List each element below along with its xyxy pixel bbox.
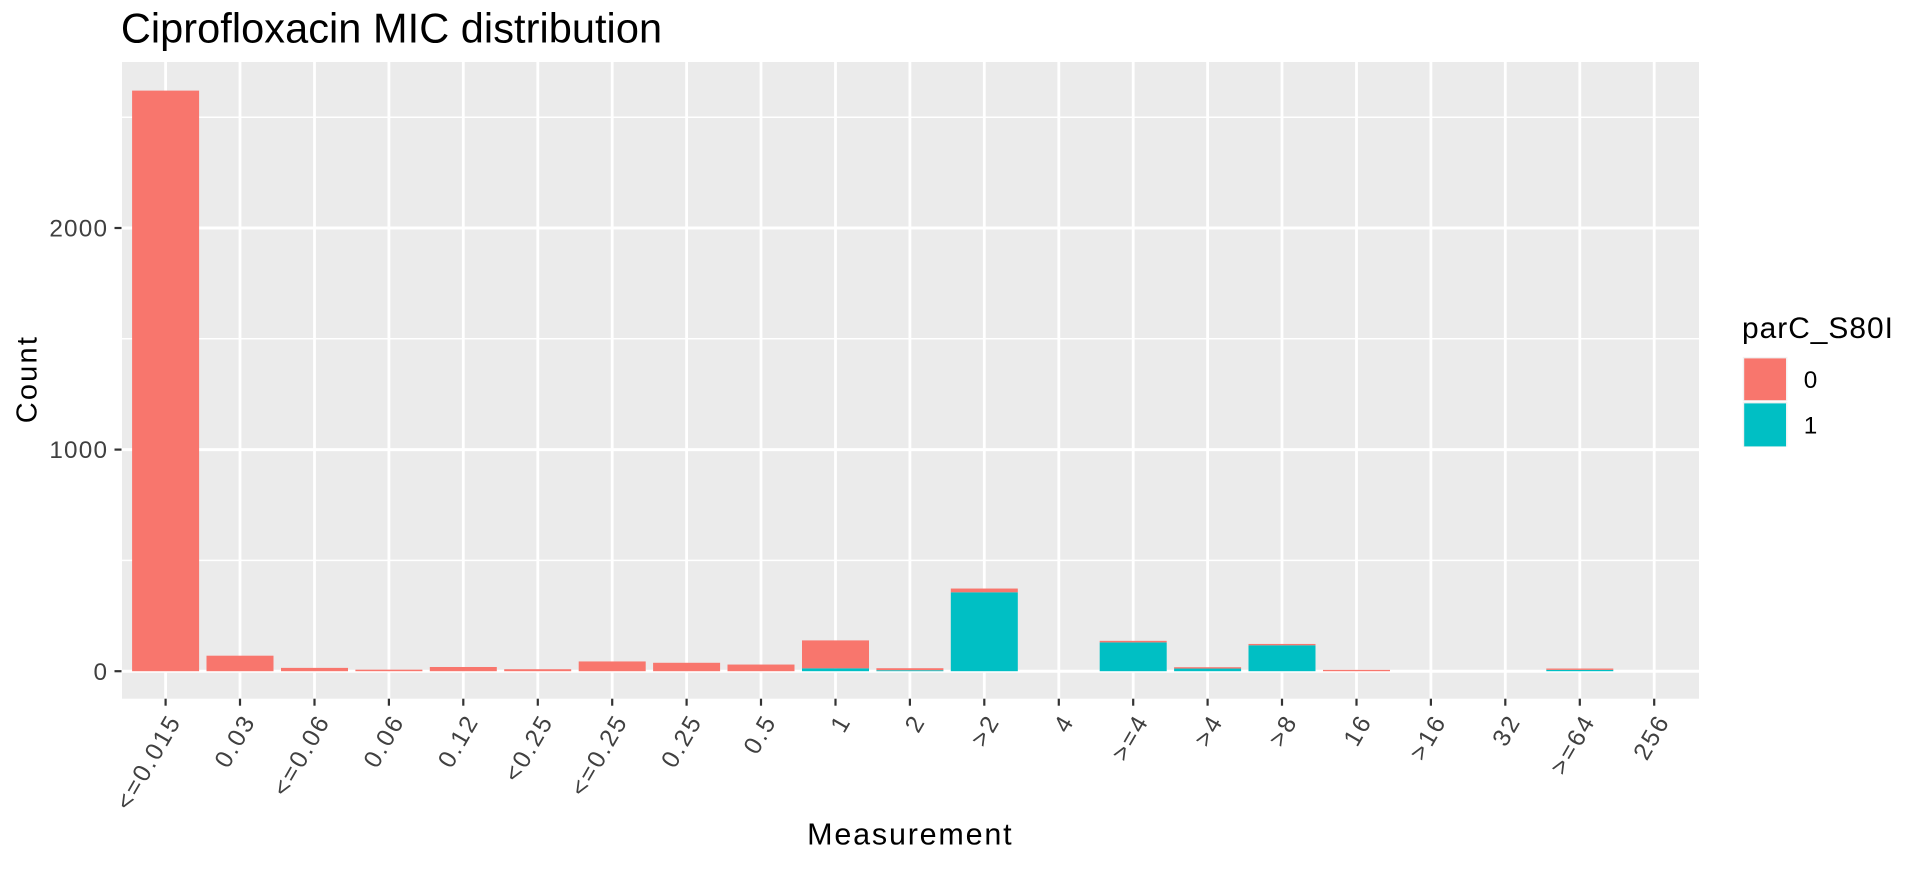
svg-text:1000: 1000 <box>49 437 108 464</box>
svg-text:2000: 2000 <box>49 216 108 243</box>
svg-text:1: 1 <box>1804 413 1818 440</box>
svg-text:0: 0 <box>93 659 108 686</box>
svg-text:parC_S80I: parC_S80I <box>1742 312 1894 345</box>
svg-text:Ciprofloxacin MIC distribution: Ciprofloxacin MIC distribution <box>121 5 662 52</box>
svg-text:Measurement: Measurement <box>807 818 1013 852</box>
svg-text:0: 0 <box>1804 367 1818 394</box>
svg-text:Count: Count <box>11 335 43 423</box>
